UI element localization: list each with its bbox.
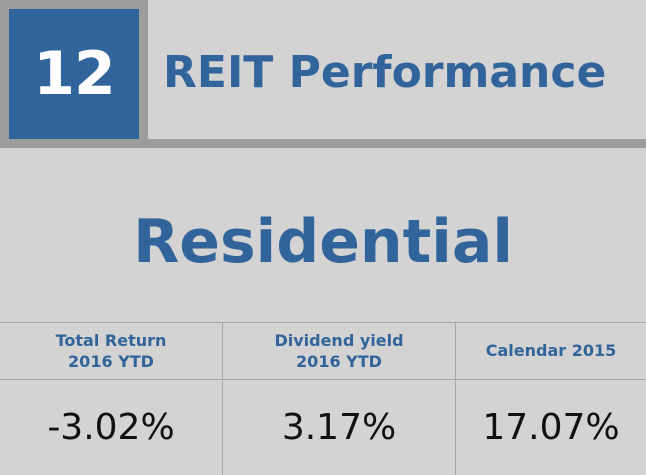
table-header-divider bbox=[0, 379, 646, 380]
rank-badge-frame: 12 bbox=[0, 0, 148, 148]
column-header-total-return: Total Return 2016 YTD bbox=[55, 330, 167, 371]
column-header-calendar-2015: Calendar 2015 bbox=[485, 341, 617, 360]
column-divider bbox=[455, 322, 456, 475]
table-top-divider bbox=[0, 322, 646, 323]
value-dividend-yield: 3.17% bbox=[281, 407, 397, 448]
header: 12 REIT Performance bbox=[0, 0, 646, 148]
performance-table: Total Return 2016 YTD Dividend yield 201… bbox=[0, 322, 646, 475]
value-total-return: -3.02% bbox=[47, 407, 175, 448]
value-calendar-2015: 17.07% bbox=[482, 407, 620, 448]
column-divider bbox=[222, 322, 223, 475]
header-divider bbox=[148, 139, 646, 148]
column-header-dividend-yield: Dividend yield 2016 YTD bbox=[274, 330, 404, 371]
page-title: REIT Performance bbox=[163, 47, 607, 98]
rank-number: 12 bbox=[9, 9, 139, 139]
category-title: Residential bbox=[133, 207, 513, 277]
